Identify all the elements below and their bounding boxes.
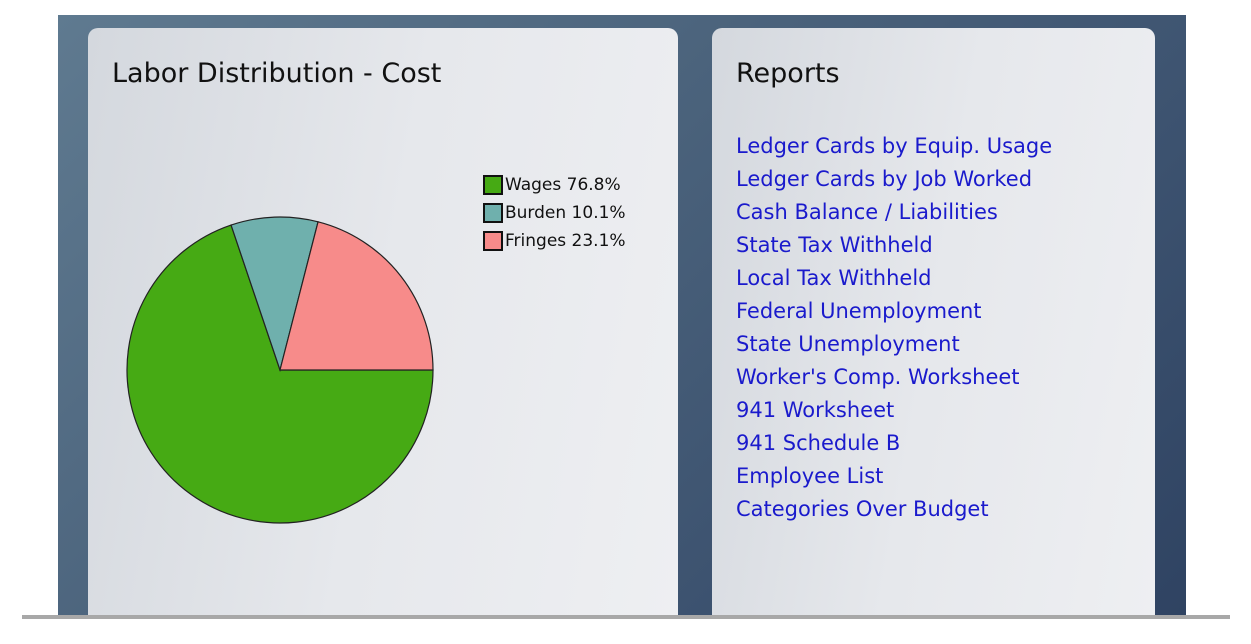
dashboard-background: Labor Distribution - Cost Wages 76.8% Bur… [58,15,1186,616]
legend-label: Wages 76.8% [505,175,621,195]
report-link[interactable]: Categories Over Budget [736,497,989,521]
report-link[interactable]: 941 Schedule B [736,431,901,455]
legend-swatch [483,203,503,223]
report-link[interactable]: Ledger Cards by Equip. Usage [736,134,1053,158]
pie-slice-burden [230,216,319,373]
report-link[interactable]: Cash Balance / Liabilities [736,200,998,224]
legend-swatch [483,175,503,195]
legend-swatch [483,231,503,251]
legend-label: Burden 10.1% [505,203,626,223]
pie-chart [126,216,434,524]
legend-item: Burden 10.1% [483,199,626,227]
labor-distribution-panel: Labor Distribution - Cost Wages 76.8% Bur… [88,28,678,616]
report-link[interactable]: State Tax Withheld [736,233,933,257]
legend-item: Fringes 23.1% [483,227,626,255]
pie-slice-fringes [279,221,434,371]
report-link[interactable]: Local Tax Withheld [736,266,932,290]
report-link[interactable]: 941 Worksheet [736,398,895,422]
report-link[interactable]: Worker's Comp. Worksheet [736,365,1020,389]
legend-item: Wages 76.8% [483,171,626,199]
chart-legend: Wages 76.8% Burden 10.1% Fringes 23.1% [483,171,626,255]
reports-list: Ledger Cards by Equip. Usage Ledger Cards… [736,130,1052,526]
report-link[interactable]: Employee List [736,464,884,488]
report-link[interactable]: State Unemployment [736,332,960,356]
panel-title: Reports [736,58,840,89]
reports-panel: Reports Ledger Cards by Equip. Usage Ledg… [712,28,1155,616]
report-link[interactable]: Federal Unemployment [736,299,982,323]
report-link[interactable]: Ledger Cards by Job Worked [736,167,1033,191]
legend-label: Fringes 23.1% [505,231,626,251]
divider [22,615,1230,619]
pie-slice-wages [126,224,434,524]
panel-title: Labor Distribution - Cost [112,58,442,89]
